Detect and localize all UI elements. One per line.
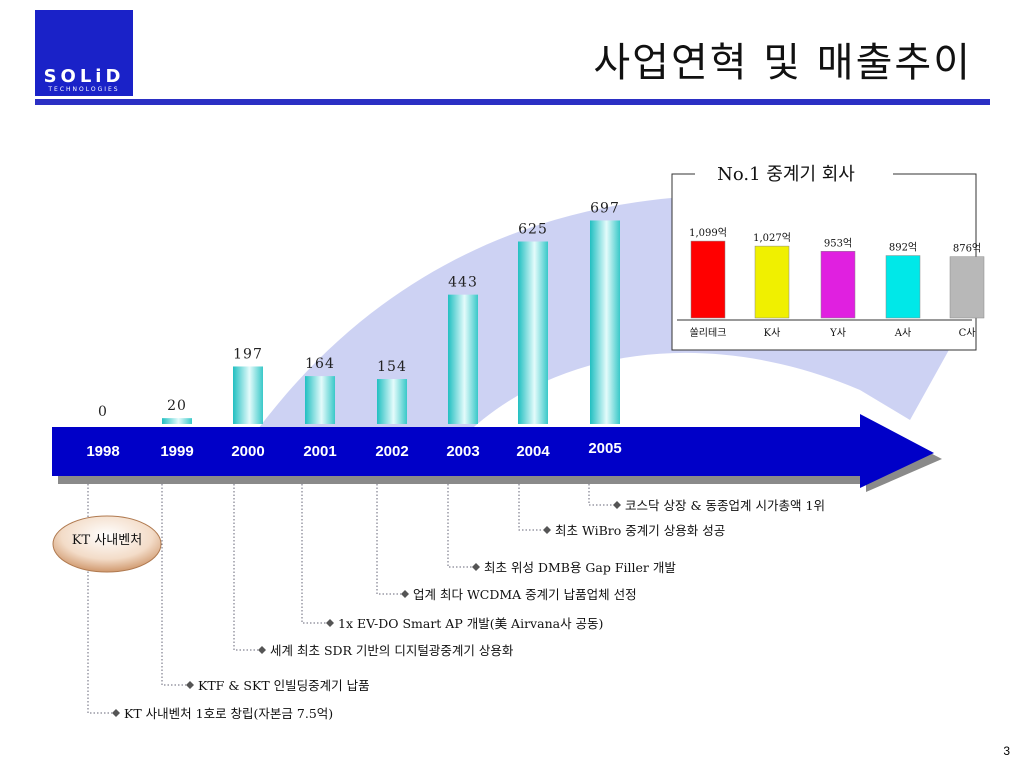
sales-value-2004: 625 xyxy=(518,222,548,238)
milestone-text: 1x EV-DO Smart AP 개발(美 Airvana사 공동) xyxy=(338,616,603,631)
year-label-2001: 2001 xyxy=(303,443,336,460)
competitor-bar xyxy=(820,251,856,319)
timeline-arrow xyxy=(52,414,942,492)
year-label-2005: 2005 xyxy=(588,440,621,457)
milestone-leader xyxy=(447,484,472,568)
milestone-leader xyxy=(161,484,186,686)
year-label-1998: 1998 xyxy=(86,443,119,460)
diamond-bullet-icon xyxy=(613,501,621,509)
competitor-name: K사 xyxy=(764,327,781,339)
year-label-2003: 2003 xyxy=(446,443,479,460)
diamond-bullet-icon xyxy=(186,681,194,689)
competitor-name: 쏠리테크 xyxy=(690,327,727,339)
year-label-2002: 2002 xyxy=(375,443,408,460)
competitor-value: 953억 xyxy=(824,237,852,249)
milestone-text: 세계 최초 SDR 기반의 디지털광중계기 상용화 xyxy=(270,643,514,658)
venture-badge: KT 사내벤처 xyxy=(52,515,162,573)
milestone-leader xyxy=(376,484,401,595)
milestone-text: 최초 위성 DMB용 Gap Filler 개발 xyxy=(484,560,676,575)
logo-subtitle: TECHNOLOGIES xyxy=(48,86,120,93)
milestone-leader xyxy=(588,484,613,506)
milestone-text: KT 사내벤처 1호로 창립(자본금 7.5억) xyxy=(124,706,333,721)
competitor-bar xyxy=(885,255,921,319)
year-label-1999: 1999 xyxy=(160,443,193,460)
venture-badge-label: KT 사내벤처 xyxy=(72,533,142,548)
competitor-value: 892억 xyxy=(889,242,917,254)
competitor-bar xyxy=(690,240,726,319)
page-title: 사업연혁 및 매출추이 xyxy=(593,40,972,86)
diamond-bullet-icon xyxy=(543,526,551,534)
milestone-leader xyxy=(518,484,543,531)
competitor-chart-title: No.1 중계기 회사 xyxy=(717,164,855,185)
sales-value-1999: 20 xyxy=(167,398,187,414)
sales-bar-2004 xyxy=(518,241,548,424)
sales-value-2003: 443 xyxy=(448,275,478,291)
diamond-bullet-icon xyxy=(258,646,266,654)
competitor-bar xyxy=(754,245,790,319)
sales-bar-2005 xyxy=(590,220,620,424)
sales-bar-2002 xyxy=(377,379,407,424)
competitor-value: 1,099억 xyxy=(689,227,727,239)
milestone-leader xyxy=(87,484,112,714)
sales-bar-chart: 0 20 197 164 154 443 625 697 xyxy=(98,200,620,424)
competitor-name: C사 xyxy=(959,327,976,339)
diamond-bullet-icon xyxy=(112,709,120,717)
title-divider xyxy=(35,99,990,105)
sales-value-2000: 197 xyxy=(233,346,263,362)
diamond-bullet-icon xyxy=(401,590,409,598)
sales-value-2001: 164 xyxy=(305,356,335,372)
page-number: 3 xyxy=(1003,744,1010,758)
sales-bar-2000 xyxy=(233,366,263,424)
diamond-bullet-icon xyxy=(326,619,334,627)
milestone-text: 최초 WiBro 중계기 상용화 성공 xyxy=(555,523,725,538)
competitor-name: A사 xyxy=(894,327,911,339)
competitor-value: 876억 xyxy=(953,243,981,255)
year-label-2000: 2000 xyxy=(231,443,264,460)
sales-bar-1999 xyxy=(162,418,192,424)
logo-name: SOLiD xyxy=(43,66,125,87)
milestone-text: 코스닥 상장 & 동종업계 시가총액 1위 xyxy=(625,498,825,513)
competitor-bar xyxy=(949,256,985,319)
milestone-leader xyxy=(301,484,326,624)
milestone-leader xyxy=(233,484,258,651)
competitor-value: 1,027억 xyxy=(753,232,791,244)
sales-bar-2003 xyxy=(448,294,478,424)
competitor-name: Y사 xyxy=(829,327,846,339)
diamond-bullet-icon xyxy=(472,563,480,571)
sales-value-2005: 697 xyxy=(590,200,620,216)
timeline-years: 1998 1999 2000 2001 2002 2003 2004 2005 xyxy=(86,440,621,460)
sales-value-2002: 154 xyxy=(377,359,407,375)
sales-value-1998: 0 xyxy=(98,404,108,420)
company-logo: SOLiD TECHNOLOGIES xyxy=(35,10,133,96)
year-label-2004: 2004 xyxy=(516,443,550,460)
sales-bar-2001 xyxy=(305,376,335,424)
milestone-text: KTF & SKT 인빌딩중계기 납품 xyxy=(198,678,370,693)
milestone-text: 업계 최다 WCDMA 중계기 납품업체 선정 xyxy=(413,587,637,602)
